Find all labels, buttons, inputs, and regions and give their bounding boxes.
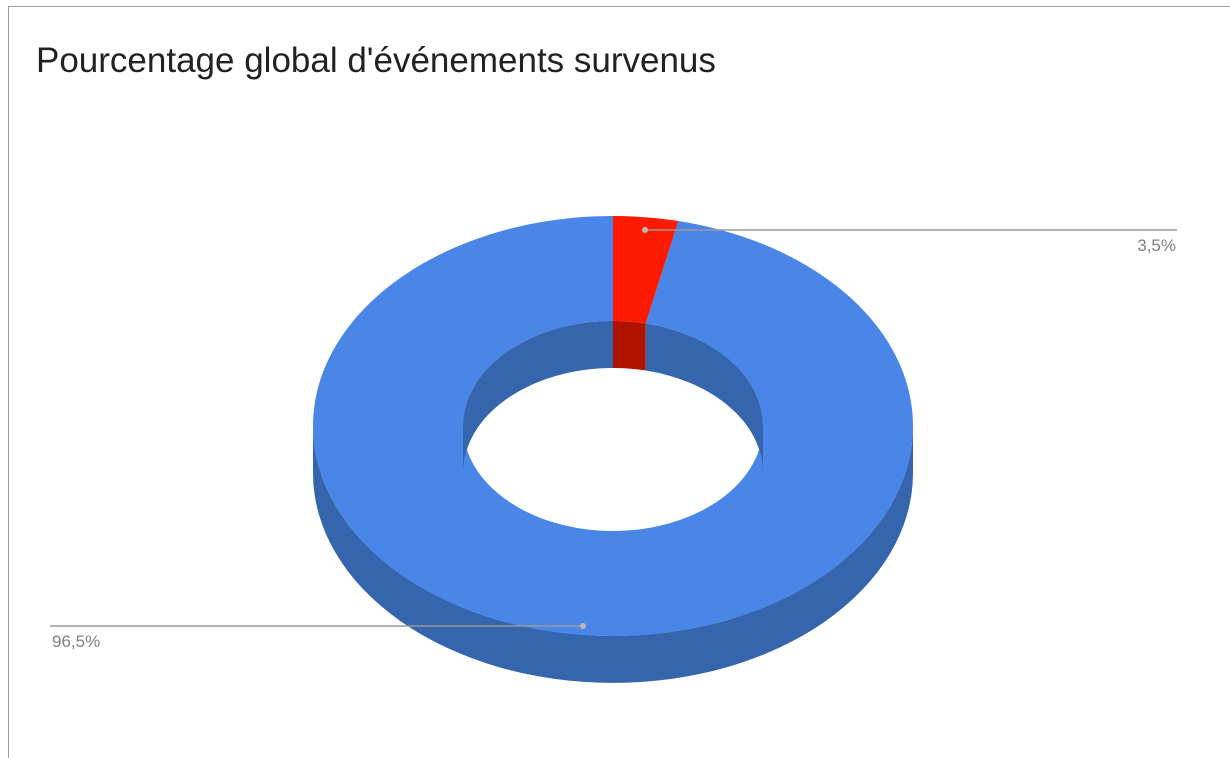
slice-0-leader-dot	[642, 227, 648, 233]
slice-1-top	[313, 216, 914, 637]
slice-1-data-label: 96,5%	[52, 632, 100, 651]
donut-top-faces	[313, 216, 914, 637]
chart-title: Pourcentage global d'événements survenus	[36, 41, 716, 80]
slice-1-outer-side	[313, 426, 913, 683]
slice-0-top	[613, 216, 679, 324]
slice-1-inner-wall-1	[463, 321, 613, 473]
slice-0-inner-wall-0	[613, 321, 646, 371]
slice-1-inner-wall-0	[645, 323, 763, 473]
slice-0-data-label: 3,5%	[1137, 236, 1176, 255]
slice-1-leader-dot	[580, 623, 586, 629]
donut-inner-wall	[463, 321, 763, 473]
donut-outer-side	[313, 426, 913, 683]
data-labels: 3,5% 96,5%	[50, 227, 1177, 651]
